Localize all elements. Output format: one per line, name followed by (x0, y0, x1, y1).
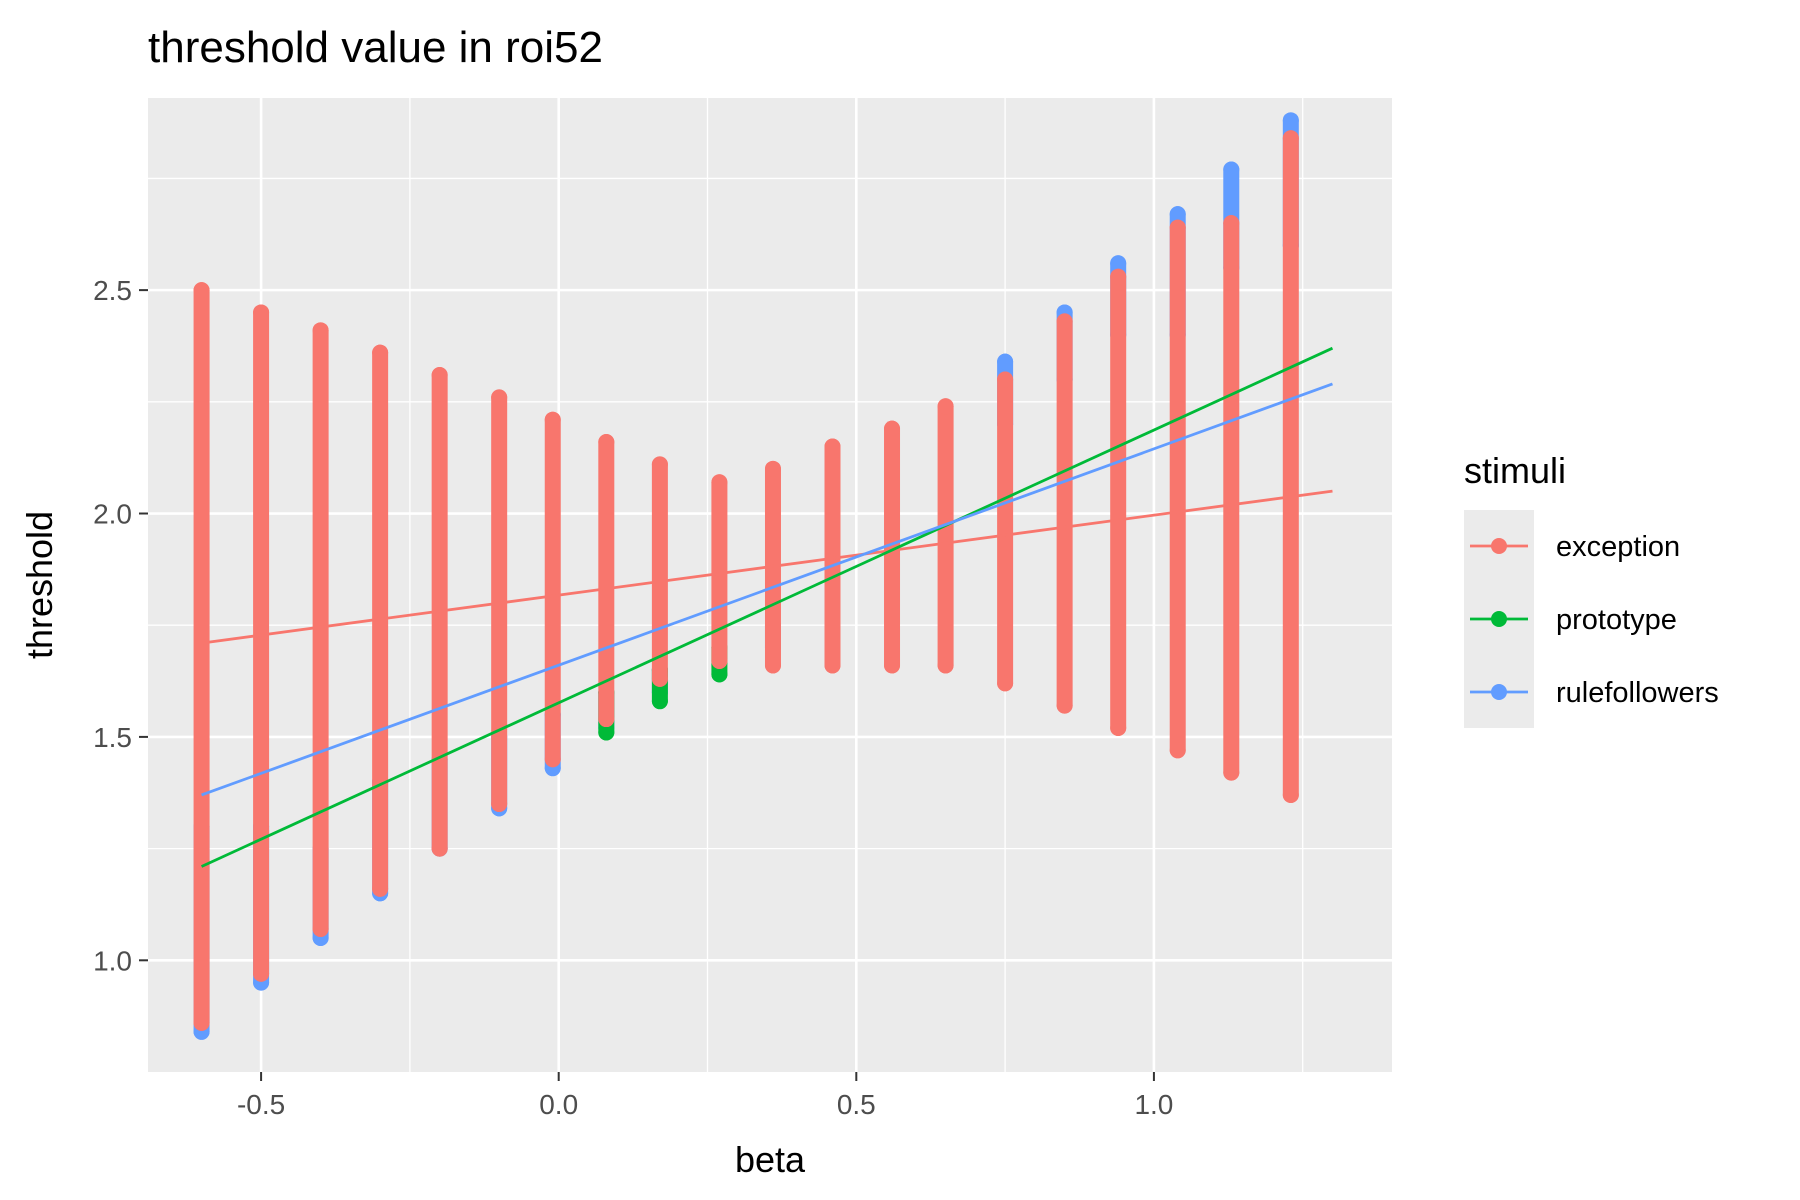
point-exception-max (598, 434, 615, 451)
point-exception-max (764, 460, 781, 477)
point-exception-min (1223, 764, 1240, 781)
point-exception-min (431, 840, 448, 857)
point-exception-min (1110, 719, 1127, 736)
point-exception-min (372, 880, 389, 897)
point-exception-max (544, 411, 561, 428)
point-rulefollowers-max (1110, 255, 1127, 272)
point-exception-max (312, 322, 329, 339)
chart-title: threshold value in roi52 (148, 23, 603, 72)
point-exception-max (1223, 215, 1240, 232)
x-tick-label: -0.5 (237, 1089, 285, 1120)
point-exception-min (711, 652, 728, 669)
x-axis-title: beta (735, 1139, 806, 1180)
legend-label: prototype (1556, 604, 1677, 636)
legend-item-exception: exception (1470, 531, 1680, 563)
point-exception-max (651, 456, 668, 473)
point-rulefollowers-max (997, 353, 1014, 370)
point-exception-min (253, 965, 270, 982)
point-rulefollowers-max (1282, 112, 1299, 129)
y-axis: 1.0 1.5 2.0 2.5 (93, 275, 148, 976)
point-exception-max (711, 474, 728, 491)
legend-key-point (1491, 684, 1507, 700)
x-axis: -0.5 0.0 0.5 1.0 (237, 1072, 1173, 1120)
point-exception-min (1282, 786, 1299, 803)
fit-line-exception (201, 489, 1333, 645)
point-exception-min (997, 675, 1014, 692)
point-exception-min (824, 657, 841, 674)
legend-label: exception (1556, 531, 1680, 563)
x-tick-label: 0.0 (539, 1089, 578, 1120)
point-exception-min (1169, 742, 1186, 759)
point-exception-max (372, 344, 389, 361)
point-exception-min (937, 657, 954, 674)
legend-key-point (1491, 611, 1507, 627)
point-exception-max (884, 420, 901, 437)
y-axis-title: threshold (19, 511, 60, 659)
point-exception-max (824, 438, 841, 455)
point-exception-min (764, 657, 781, 674)
point-exception-max (937, 398, 954, 415)
y-tick-label: 2.5 (93, 275, 132, 306)
legend-item-rulefollowers: rulefollowers (1470, 677, 1719, 709)
legend-key-point (1491, 538, 1507, 554)
y-tick-label: 2.0 (93, 499, 132, 530)
point-exception-max (1056, 313, 1073, 330)
point-exception-min (598, 711, 615, 728)
y-tick-label: 1.0 (93, 945, 132, 976)
point-exception-max (1110, 268, 1127, 285)
point-exception-max (997, 371, 1014, 388)
point-exception-min (491, 795, 508, 812)
fit-line-rulefollowers (201, 382, 1333, 797)
point-exception-min (884, 657, 901, 674)
point-rulefollowers-max (1169, 206, 1186, 223)
point-exception-min (544, 751, 561, 768)
point-exception-min (1056, 697, 1073, 714)
point-prototype-min (598, 724, 615, 741)
point-exception-max (253, 304, 270, 321)
point-prototype-min (651, 693, 668, 710)
point-exception-min (193, 1014, 210, 1031)
point-exception-max (1169, 219, 1186, 236)
point-exception-min (312, 921, 329, 938)
point-exception-max (491, 389, 508, 406)
fit-line-prototype (200, 346, 1334, 868)
legend-item-prototype: prototype (1470, 604, 1677, 636)
legend: stimuli exception prototype rulefollowers (1464, 450, 1719, 728)
y-tick-label: 1.5 (93, 722, 132, 753)
legend-title: stimuli (1464, 450, 1566, 491)
legend-label: rulefollowers (1556, 677, 1719, 709)
point-exception-max (431, 367, 448, 384)
point-prototype-min (711, 666, 728, 683)
fit-lines (200, 346, 1334, 868)
x-tick-label: 0.5 (837, 1089, 876, 1120)
point-exception-max (193, 282, 210, 299)
x-tick-label: 1.0 (1134, 1089, 1173, 1120)
point-exception-min (651, 670, 668, 687)
point-exception-max (1282, 130, 1299, 147)
point-rulefollowers-max (1223, 161, 1240, 178)
